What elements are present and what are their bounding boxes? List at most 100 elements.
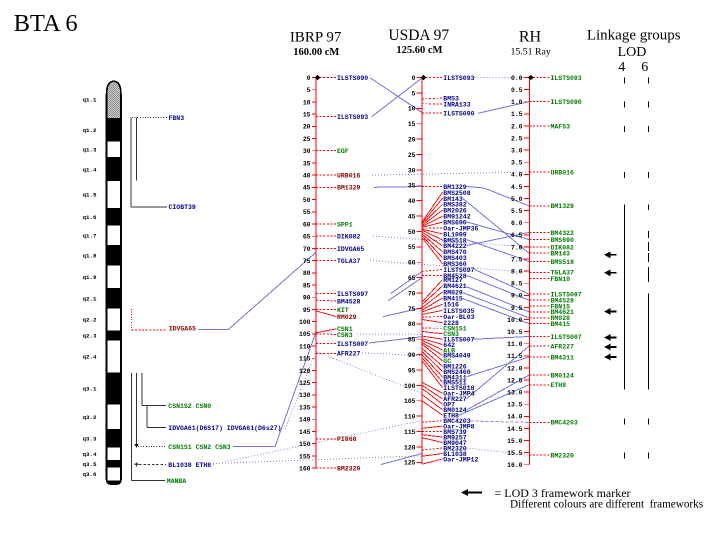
svg-text:3.5: 3.5 [511, 160, 523, 167]
svg-text:BMS690: BMS690 [443, 220, 467, 227]
svg-text:11.5: 11.5 [507, 353, 523, 360]
svg-text:30: 30 [408, 167, 416, 174]
svg-text:CSN1S2 CSN0: CSN1S2 CSN0 [168, 403, 211, 410]
svg-text:1.5: 1.5 [511, 111, 523, 118]
svg-text:BMS360: BMS360 [443, 261, 467, 268]
svg-text:BM9257: BM9257 [443, 435, 467, 442]
svg-text:85: 85 [303, 282, 311, 289]
svg-text:105: 105 [404, 398, 416, 405]
svg-text:45: 45 [303, 185, 311, 192]
svg-text:BM0124: BM0124 [551, 373, 575, 380]
svg-text:BMC4203: BMC4203 [551, 420, 578, 427]
svg-text:4.0: 4.0 [511, 172, 523, 179]
svg-text:2.5: 2.5 [511, 135, 523, 142]
svg-text:145: 145 [299, 429, 311, 436]
svg-text:CSN1S1: CSN1S1 [443, 326, 467, 333]
svg-text:ALB: ALB [443, 347, 455, 354]
svg-text:ETH8: ETH8 [551, 382, 567, 389]
svg-text:12.5: 12.5 [507, 377, 523, 384]
svg-text:BM1226: BM1226 [443, 364, 467, 371]
svg-text:ILSTS035: ILSTS035 [443, 308, 474, 315]
svg-text:Oar-BL03: Oar-BL03 [443, 314, 474, 321]
svg-text:BM4528: BM4528 [551, 298, 575, 305]
svg-text:IDVGA65: IDVGA65 [337, 246, 364, 253]
svg-text:BM4322: BM4322 [551, 230, 575, 237]
svg-text:14.0: 14.0 [507, 414, 523, 421]
svg-text:125: 125 [299, 380, 311, 387]
svg-text:BM4311: BM4311 [443, 374, 467, 381]
svg-text:q2.4: q2.4 [83, 354, 97, 361]
svg-text:BMS518: BMS518 [443, 237, 467, 244]
svg-text:10: 10 [408, 106, 416, 113]
svg-text:ILSTS018: ILSTS018 [443, 385, 474, 392]
svg-text:BM4621: BM4621 [551, 309, 575, 316]
svg-text:20: 20 [303, 124, 311, 131]
svg-text:Different colours are differen: Different colours are different framewor… [510, 498, 703, 510]
svg-text:Oar-JMP4: Oar-JMP4 [443, 391, 474, 398]
svg-text:35: 35 [408, 183, 416, 190]
svg-text:0: 0 [307, 75, 311, 82]
svg-text:q3.3: q3.3 [83, 435, 97, 442]
svg-text:BMS739: BMS739 [443, 429, 467, 436]
svg-text:IBRP 97: IBRP 97 [290, 30, 342, 46]
svg-text:6: 6 [641, 60, 648, 75]
svg-text:15: 15 [408, 121, 416, 128]
svg-text:BM0124: BM0124 [443, 407, 467, 414]
svg-text:LOD: LOD [618, 45, 647, 60]
svg-text:EGF: EGF [337, 148, 349, 155]
svg-text:25: 25 [303, 136, 311, 143]
svg-text:q1.3: q1.3 [83, 147, 97, 154]
svg-text:MANBA: MANBA [167, 478, 187, 485]
svg-text:Oar-JMP12: Oar-JMP12 [443, 456, 478, 463]
svg-text:ILSTS093: ILSTS093 [337, 114, 368, 121]
svg-text:q1.6: q1.6 [83, 214, 97, 221]
svg-text:BMS2460: BMS2460 [443, 369, 470, 376]
svg-text:75: 75 [303, 258, 311, 265]
svg-text:q1.4: q1.4 [83, 166, 97, 173]
svg-text:BM1329: BM1329 [337, 185, 361, 192]
svg-text:13.5: 13.5 [507, 402, 523, 409]
svg-text:70: 70 [408, 290, 416, 297]
svg-text:95: 95 [303, 307, 311, 314]
svg-text:BM4621: BM4621 [443, 283, 467, 290]
svg-text:6.5: 6.5 [511, 232, 523, 239]
svg-text:15.51 Ray: 15.51 Ray [510, 47, 550, 58]
svg-text:120: 120 [404, 444, 416, 451]
svg-text:BMS403: BMS403 [443, 255, 467, 262]
svg-text:5.0: 5.0 [511, 196, 523, 203]
svg-text:RM127: RM127 [443, 277, 463, 284]
svg-text:ILSTS097: ILSTS097 [551, 292, 582, 299]
svg-text:5.5: 5.5 [511, 208, 523, 215]
svg-text:PI868: PI868 [337, 436, 357, 443]
svg-text:BM4528: BM4528 [443, 273, 467, 280]
svg-text:25: 25 [408, 152, 416, 159]
svg-text:BM143: BM143 [443, 196, 463, 203]
svg-text:q1.2: q1.2 [83, 127, 97, 134]
svg-text:RM029: RM029 [443, 289, 463, 296]
svg-text:3.0: 3.0 [511, 148, 523, 155]
svg-text:q2.3: q2.3 [83, 332, 97, 339]
svg-text:BMS382: BMS382 [443, 202, 467, 209]
svg-text:60: 60 [408, 260, 416, 267]
svg-text:110: 110 [299, 343, 311, 350]
svg-text:ILSTS093: ILSTS093 [551, 75, 582, 82]
svg-text:DIK082: DIK082 [551, 244, 575, 251]
svg-text:Linkage groups: Linkage groups [587, 27, 681, 43]
svg-text:FBN3: FBN3 [169, 115, 185, 122]
svg-text:q3.4: q3.4 [83, 451, 97, 458]
svg-text:12.0: 12.0 [507, 365, 523, 372]
svg-text:Oar-JMP36: Oar-JMP36 [443, 225, 478, 232]
svg-text:ILSTS090: ILSTS090 [337, 75, 368, 82]
svg-text:GC: GC [443, 358, 451, 365]
svg-text:95: 95 [408, 367, 416, 374]
svg-text:AFR227: AFR227 [551, 344, 575, 351]
svg-text:BM143: BM143 [551, 250, 571, 257]
svg-text:20: 20 [408, 137, 416, 144]
svg-text:150: 150 [299, 441, 311, 448]
svg-text:BL1038: BL1038 [443, 451, 467, 458]
svg-text:80: 80 [303, 270, 311, 277]
svg-text:160: 160 [299, 466, 311, 473]
svg-text:BM53: BM53 [443, 95, 459, 102]
svg-text:ETH8: ETH8 [443, 413, 459, 420]
svg-text:115: 115 [404, 429, 416, 436]
